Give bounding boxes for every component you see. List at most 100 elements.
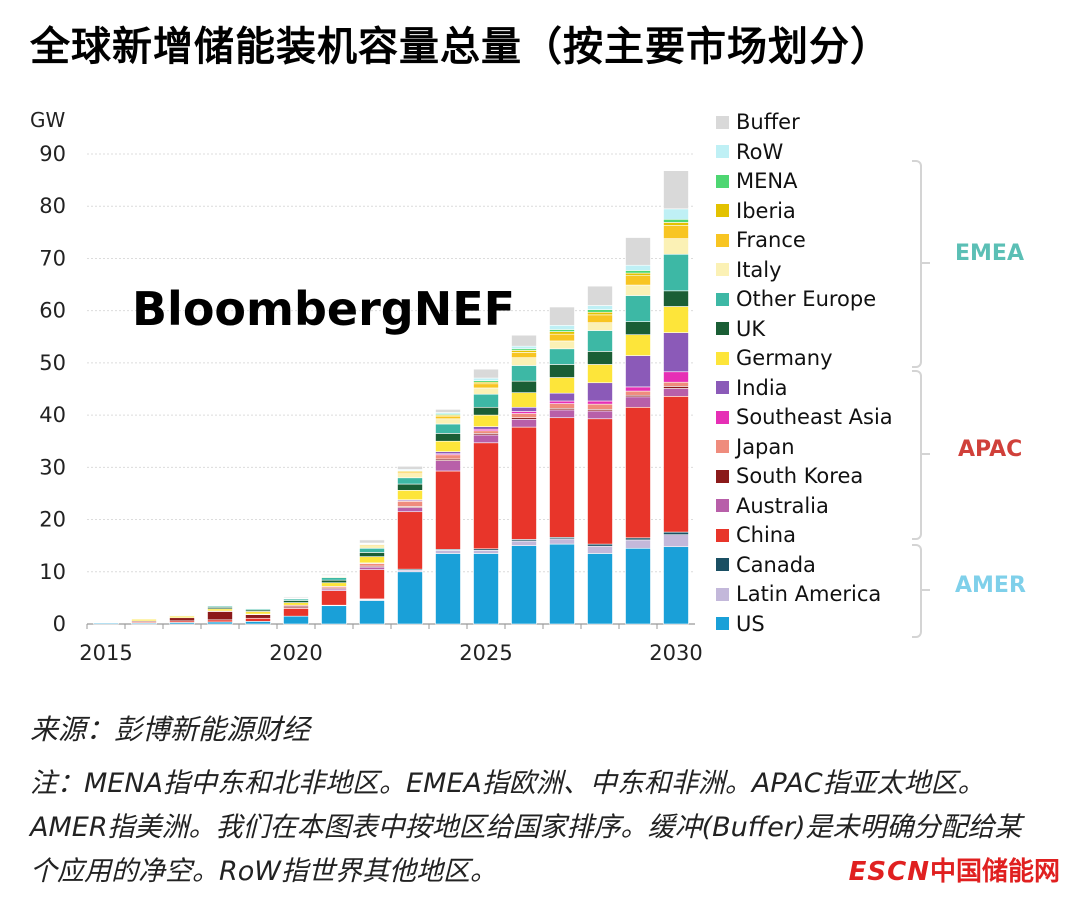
- bar-segment: [549, 400, 575, 404]
- emea-bracket: [912, 160, 922, 368]
- legend-item: India: [716, 376, 788, 400]
- bar-segment: [663, 306, 689, 333]
- bar-segment: [549, 403, 575, 409]
- bar-segment: [511, 357, 537, 366]
- bar-segment: [473, 414, 499, 427]
- bar-segment: [549, 543, 575, 625]
- bar-segment: [245, 621, 271, 625]
- legend-swatch: [716, 174, 729, 188]
- y-tick-label: 50: [39, 351, 66, 375]
- bar-segment: [511, 540, 537, 546]
- bar-segment: [549, 377, 575, 394]
- bar-segment: [435, 470, 461, 550]
- bar-segment: [625, 295, 651, 322]
- bar-segment: [397, 507, 423, 513]
- bar-segment: [245, 611, 271, 615]
- bar-segment: [625, 537, 651, 541]
- region-label-apac: APAC: [958, 437, 1023, 462]
- bar-segment: [625, 321, 651, 335]
- bar-segment: [549, 348, 575, 365]
- bar-segment: [625, 390, 651, 396]
- legend-swatch: [716, 115, 729, 129]
- legend-label: Italy: [736, 257, 782, 282]
- bar-segment: [359, 539, 385, 544]
- bar-segment: [207, 608, 233, 612]
- legend-item: China: [716, 523, 796, 547]
- bar-segment: [587, 382, 613, 402]
- bar-segment: [321, 574, 347, 576]
- bar-segment: [397, 473, 423, 479]
- legend-label: US: [736, 611, 765, 636]
- legend-swatch: [716, 381, 729, 394]
- bar-segment: [283, 615, 309, 625]
- bar-segment: [663, 208, 689, 220]
- bar-segment: [359, 563, 385, 567]
- bar-segment: [207, 605, 233, 608]
- y-tick-label: 80: [39, 194, 66, 218]
- legend-swatch: [716, 558, 729, 571]
- footnote: 注：MENA指中东和北非地区。EMEA指欧洲、中东和非洲。APAC指亚太地区。A…: [30, 768, 1022, 887]
- bar-segment: [663, 218, 689, 223]
- bar-segment: [245, 614, 271, 619]
- bar-segment: [549, 392, 575, 402]
- bar-segment: [397, 465, 423, 470]
- amer-bracket-tick: [920, 589, 930, 591]
- bar-segment: [169, 614, 195, 616]
- bar-segment: [587, 364, 613, 384]
- legend-swatch: [716, 410, 729, 424]
- legend-swatch: [716, 499, 729, 512]
- bar-segment: [359, 547, 385, 553]
- bar-segment: [625, 539, 651, 549]
- legend-item: Latin America: [716, 582, 881, 606]
- bar-segment: [473, 442, 499, 550]
- bar-segment: [473, 406, 499, 416]
- apac-bracket: [912, 370, 922, 540]
- bar-segment: [587, 309, 613, 313]
- bar-segment: [359, 569, 385, 600]
- legend-item: France: [716, 228, 806, 252]
- bar-segment: [473, 553, 499, 625]
- bar-segment: [625, 272, 651, 276]
- legend-label: South Korea: [736, 464, 864, 488]
- bar-segment: [473, 393, 499, 408]
- legend-swatch: [716, 469, 729, 483]
- bar-segment: [549, 329, 575, 332]
- legend-swatch: [716, 263, 729, 276]
- bar-segment: [435, 418, 461, 425]
- bar-segment: [473, 383, 499, 389]
- legend-label: Japan: [736, 434, 795, 459]
- y-tick-label: 70: [39, 246, 66, 270]
- y-tick-label: 20: [39, 508, 66, 532]
- bar-segment: [663, 531, 689, 535]
- legend-swatch: [716, 587, 729, 601]
- bar-segment: [435, 454, 461, 460]
- legend-item: UK: [716, 317, 765, 341]
- escn-logo: ESCN中国储能网: [849, 851, 1060, 888]
- y-tick-label: 90: [39, 142, 66, 166]
- bar-segment: [511, 350, 537, 353]
- legend-label: India: [736, 375, 788, 400]
- bar-segment: [435, 409, 461, 413]
- legend-label: Germany: [736, 346, 833, 370]
- bar-segment: [625, 355, 651, 388]
- logo-name: 中国储能网: [929, 857, 1060, 887]
- bar-segment: [549, 333, 575, 342]
- bar-segment: [587, 322, 613, 331]
- bar-segment: [587, 418, 613, 545]
- source-note: 来源：彭博新能源财经: [30, 713, 311, 746]
- bar-segment: [207, 619, 233, 623]
- legend-item: Japan: [716, 435, 795, 459]
- bar-segment: [359, 552, 385, 557]
- bar-segment: [587, 314, 613, 323]
- x-tick-label: 2025: [459, 641, 512, 665]
- bar-segment: [397, 477, 423, 485]
- bar-segment: [663, 388, 689, 397]
- legend-label: UK: [736, 316, 766, 341]
- bar-segment: [587, 330, 613, 352]
- legend-swatch: [716, 233, 729, 247]
- bar-segment: [663, 332, 689, 373]
- bar-segment: [321, 605, 347, 625]
- region-label-amer: AMER: [955, 573, 1026, 598]
- bar-segment: [625, 270, 651, 274]
- legend-item: RoW: [716, 140, 783, 164]
